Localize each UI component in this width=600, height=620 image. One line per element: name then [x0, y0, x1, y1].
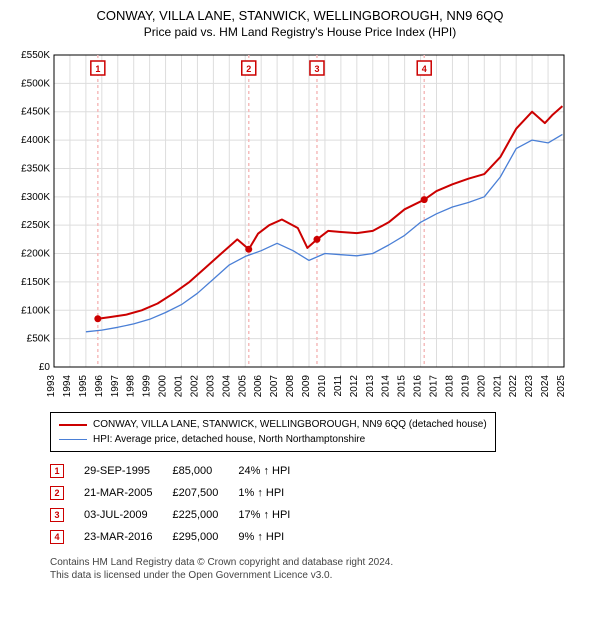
table-row: 2 21-MAR-2005£207,5001% ↑ HPI [50, 482, 310, 504]
svg-text:£200K: £200K [21, 249, 50, 260]
footer-line-1: Contains HM Land Registry data © Crown c… [50, 556, 590, 569]
svg-text:2005: 2005 [237, 375, 248, 398]
svg-text:2009: 2009 [301, 375, 312, 398]
sale-delta: 9% ↑ HPI [238, 526, 310, 548]
svg-text:2011: 2011 [333, 375, 344, 397]
footer-line-2: This data is licensed under the Open Gov… [50, 569, 590, 582]
sale-date: 29-SEP-1995 [84, 460, 172, 482]
svg-text:£250K: £250K [21, 220, 50, 231]
sale-price: £207,500 [172, 482, 238, 504]
table-row: 4 23-MAR-2016£295,0009% ↑ HPI [50, 526, 310, 548]
svg-text:2014: 2014 [381, 375, 392, 398]
svg-text:2001: 2001 [174, 375, 185, 398]
sale-price: £225,000 [172, 504, 238, 526]
svg-text:£150K: £150K [21, 277, 50, 288]
sale-price: £295,000 [172, 526, 238, 548]
svg-text:2008: 2008 [285, 375, 296, 398]
svg-text:4: 4 [422, 64, 427, 74]
svg-text:1995: 1995 [78, 375, 89, 398]
svg-text:£100K: £100K [21, 305, 50, 316]
svg-text:2015: 2015 [397, 375, 408, 398]
svg-text:2013: 2013 [365, 375, 376, 398]
sale-date: 23-MAR-2016 [84, 526, 172, 548]
sale-date: 21-MAR-2005 [84, 482, 172, 504]
svg-text:1996: 1996 [94, 375, 105, 398]
svg-text:1: 1 [95, 64, 100, 74]
svg-text:2003: 2003 [205, 375, 216, 398]
sale-delta: 1% ↑ HPI [238, 482, 310, 504]
svg-text:2010: 2010 [317, 375, 328, 398]
svg-text:2019: 2019 [460, 375, 471, 398]
svg-text:£400K: £400K [21, 135, 50, 146]
table-row: 3 03-JUL-2009£225,00017% ↑ HPI [50, 504, 310, 526]
legend-label: HPI: Average price, detached house, Nort… [93, 432, 365, 447]
line-chart-svg: £0 £50K £100K £150K £200K £250K £300K £350K £400… [10, 49, 570, 399]
svg-text:£500K: £500K [21, 78, 50, 89]
chart-subtitle: Price paid vs. HM Land Registry's House … [10, 25, 590, 39]
svg-text:2: 2 [246, 64, 251, 74]
sale-marker-icon: 4 [50, 530, 64, 544]
svg-text:2002: 2002 [189, 375, 200, 398]
chart-title: CONWAY, VILLA LANE, STANWICK, WELLINGBOR… [10, 8, 590, 23]
svg-text:2021: 2021 [492, 375, 503, 398]
svg-text:£350K: £350K [21, 163, 50, 174]
svg-text:2004: 2004 [221, 375, 232, 398]
svg-text:2017: 2017 [429, 375, 440, 398]
sale-marker-icon: 3 [50, 508, 64, 522]
legend-row: CONWAY, VILLA LANE, STANWICK, WELLINGBOR… [59, 417, 487, 432]
legend-swatch [59, 439, 87, 440]
legend-label: CONWAY, VILLA LANE, STANWICK, WELLINGBOR… [93, 417, 487, 432]
svg-text:£300K: £300K [21, 192, 50, 203]
svg-text:2006: 2006 [253, 375, 264, 398]
table-row: 1 29-SEP-1995£85,00024% ↑ HPI [50, 460, 310, 482]
svg-text:2018: 2018 [444, 375, 455, 398]
svg-text:£50K: £50K [27, 334, 51, 345]
svg-text:£550K: £550K [21, 50, 50, 61]
svg-text:1997: 1997 [110, 375, 121, 398]
sale-delta: 17% ↑ HPI [238, 504, 310, 526]
svg-text:1994: 1994 [62, 375, 73, 398]
chart-plot-area: £0 £50K £100K £150K £200K £250K £300K £350K £400… [10, 49, 590, 404]
svg-text:1993: 1993 [46, 375, 57, 398]
sale-marker-icon: 2 [50, 486, 64, 500]
svg-text:£450K: £450K [21, 107, 50, 118]
sale-date: 03-JUL-2009 [84, 504, 172, 526]
svg-text:2020: 2020 [476, 375, 487, 398]
sales-table: 1 29-SEP-1995£85,00024% ↑ HPI 2 21-MAR-2005… [50, 460, 310, 548]
svg-text:£0: £0 [39, 362, 51, 373]
svg-text:2007: 2007 [269, 375, 280, 398]
sale-delta: 24% ↑ HPI [238, 460, 310, 482]
svg-text:1998: 1998 [126, 375, 137, 398]
svg-text:3: 3 [314, 64, 319, 74]
svg-text:1999: 1999 [142, 375, 153, 398]
svg-text:2000: 2000 [158, 375, 169, 398]
legend: CONWAY, VILLA LANE, STANWICK, WELLINGBOR… [50, 412, 496, 452]
sale-marker-icon: 1 [50, 464, 64, 478]
chart-container: CONWAY, VILLA LANE, STANWICK, WELLINGBOR… [0, 0, 600, 592]
svg-text:2012: 2012 [349, 375, 360, 398]
svg-text:2022: 2022 [508, 375, 519, 398]
legend-swatch [59, 424, 87, 426]
svg-text:2016: 2016 [413, 375, 424, 398]
sale-price: £85,000 [172, 460, 238, 482]
svg-text:2025: 2025 [556, 375, 567, 398]
svg-text:2024: 2024 [540, 375, 551, 398]
legend-row: HPI: Average price, detached house, Nort… [59, 432, 487, 447]
svg-text:2023: 2023 [524, 375, 535, 398]
footer-note: Contains HM Land Registry data © Crown c… [50, 556, 590, 582]
